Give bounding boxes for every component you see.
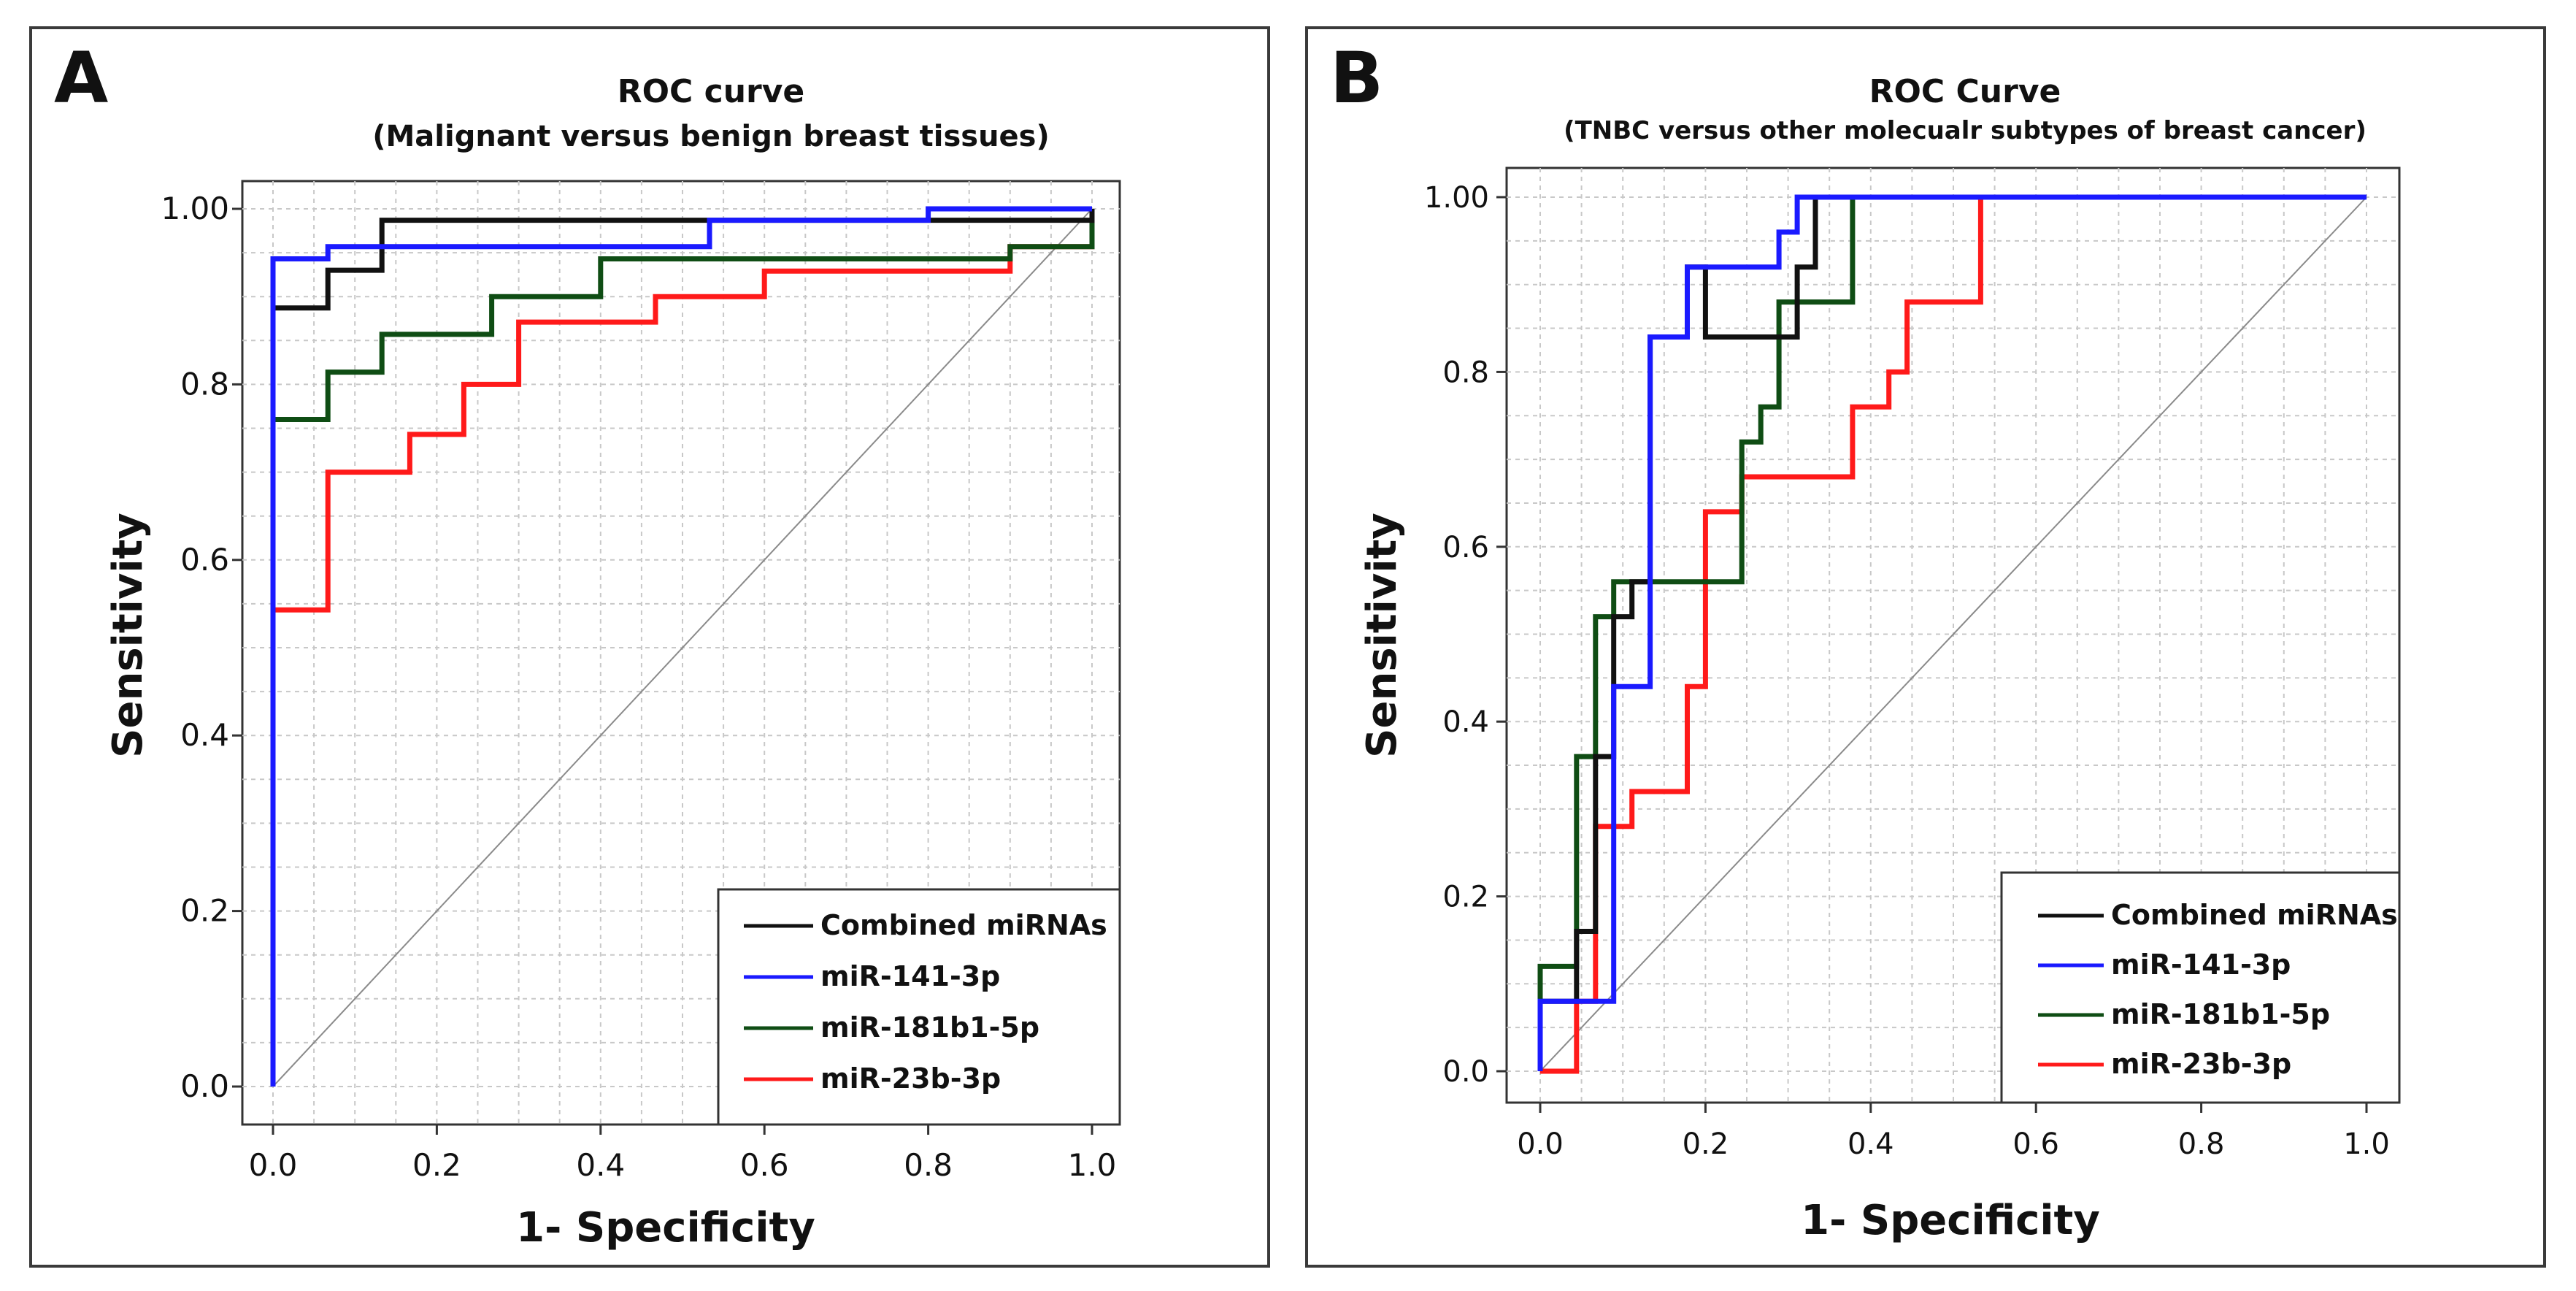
legend-box	[717, 888, 1121, 1126]
chart-subtitle: (TNBC versus other molecualr subtypes of…	[1564, 116, 2367, 145]
x-tick-label: 0.6	[740, 1147, 789, 1183]
x-tick-label: 1.0	[1068, 1147, 1117, 1183]
x-tick-label: 0.8	[2178, 1127, 2225, 1161]
y-tick-label: 1.00	[161, 191, 229, 226]
x-tick-label: 0.6	[2012, 1127, 2059, 1161]
y-tick-label: 0.2	[1442, 881, 1489, 914]
roc-curve-mir-141-3p	[1537, 194, 2367, 1071]
chart-title: ROC curve	[618, 73, 805, 110]
roc-chart-a: A ROC curve (Malignant versus benign breas…	[54, 37, 1121, 1252]
legend-label: miR-141-3p	[820, 960, 1000, 992]
y-tick-label: 0.4	[1442, 705, 1489, 739]
roc-curve-mir-181b1-5p	[1537, 194, 2367, 1071]
panel-a-frame: A ROC curve (Malignant versus benign breas…	[29, 26, 1270, 1268]
roc-curve-combined-mirnas	[270, 209, 1095, 1087]
legend-label: miR-181b1-5p	[820, 1011, 1039, 1043]
y-tick-label: 1.00	[1424, 181, 1489, 215]
x-tick-label: 0.0	[1517, 1127, 1564, 1161]
roc-curve-mir-23b-3p	[270, 209, 1095, 1087]
x-tick-label: 0.4	[576, 1147, 625, 1183]
y-tick-label: 0.0	[1442, 1055, 1489, 1089]
y-axis-label: Sensitivity	[104, 513, 152, 758]
x-tick-label: 0.4	[1848, 1127, 1894, 1161]
y-tick-label: 0.8	[180, 366, 229, 402]
roc-chart-b: B ROC Curve (TNBC versus other molecualr s…	[1330, 37, 2401, 1244]
y-tick-label: 0.6	[1442, 531, 1489, 564]
reference-diagonal-line	[1539, 196, 2367, 1072]
legend-label: Combined miRNAs	[820, 909, 1107, 941]
legend-label: miR-181b1-5p	[2111, 998, 2330, 1030]
y-tick-label: 0.4	[180, 717, 229, 753]
legend-label: miR-23b-3p	[2111, 1048, 2291, 1080]
y-axis-label: Sensitivity	[1358, 513, 1406, 758]
legend-label: miR-23b-3p	[820, 1062, 1001, 1095]
x-tick-label: 0.2	[412, 1147, 461, 1183]
panel-label: B	[1330, 37, 1383, 119]
legend-label: Combined miRNAs	[2111, 899, 2398, 931]
y-tick-label: 0.6	[180, 542, 229, 578]
x-tick-label: 0.8	[904, 1147, 953, 1183]
roc-curve-mir-181b1-5p	[270, 209, 1095, 1087]
x-tick-label: 1.0	[2343, 1127, 2390, 1161]
panel-b-frame: B ROC Curve (TNBC versus other molecualr s…	[1305, 26, 2546, 1268]
legend-label: miR-141-3p	[2111, 949, 2291, 981]
x-axis-label: 1- Specificity	[516, 1204, 815, 1252]
x-axis-label: 1- Specificity	[1801, 1197, 2100, 1244]
x-tick-label: 0.0	[249, 1147, 298, 1183]
roc-curve-mir-141-3p	[270, 206, 1092, 1087]
chart-subtitle: (Malignant versus benign breast tissues)	[372, 120, 1050, 153]
y-tick-label: 0.8	[1442, 356, 1489, 389]
y-tick-label: 0.0	[180, 1068, 229, 1104]
panel-label: A	[54, 37, 108, 119]
x-tick-label: 0.2	[1683, 1127, 1729, 1161]
chart-title: ROC Curve	[1869, 73, 2061, 110]
reference-diagonal-line	[272, 208, 1093, 1087]
y-tick-label: 0.2	[180, 893, 229, 929]
